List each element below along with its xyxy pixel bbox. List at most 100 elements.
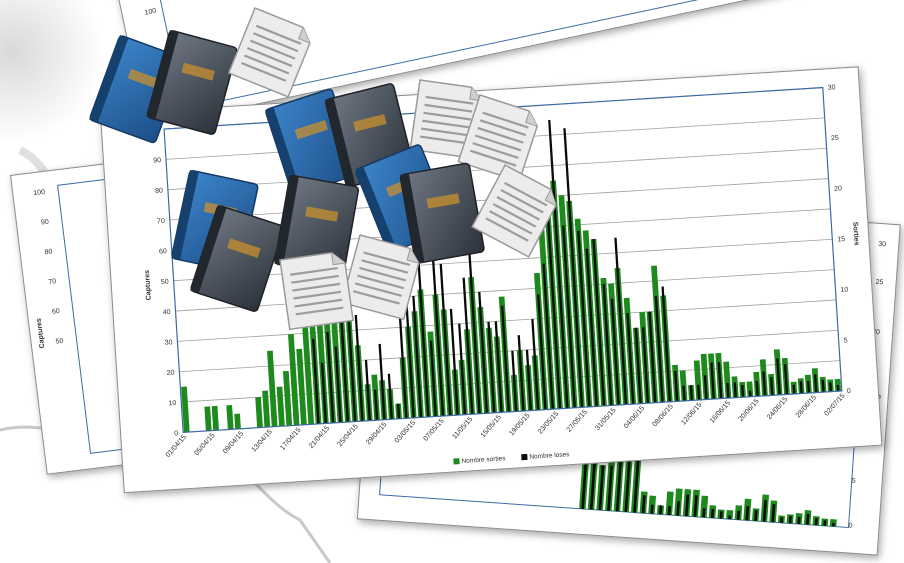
- main-chart: 0 10 20 30 40 50 60 70 80 90 100 0 5 10 15 20 25 30 01/04/…: [144, 84, 860, 465]
- bar-loses: [602, 284, 613, 406]
- bar-loses: [682, 385, 686, 401]
- legend-label-loses: Nombre loses: [529, 451, 570, 461]
- bar-loses: [467, 246, 481, 414]
- bar-sorties: [262, 390, 271, 428]
- back-left-tick-70: 70: [48, 278, 57, 286]
- bar-loses: [339, 300, 349, 423]
- back-bar-loses: [641, 495, 646, 514]
- x-tick-label: 24/06/15: [766, 396, 789, 421]
- bar-sorties: [693, 360, 702, 401]
- back-bar-loses: [624, 448, 632, 513]
- back-right-tick-30: 30: [878, 241, 886, 249]
- bars: [181, 119, 842, 433]
- x-tick-label: 16/06/15: [709, 400, 732, 425]
- back-bar-loses: [736, 510, 741, 520]
- back-bar-loses: [762, 499, 767, 522]
- y-right-tick-label: 15: [837, 236, 845, 243]
- back-bar-loses: [598, 465, 605, 511]
- y-left-tick-label: 70: [157, 218, 165, 225]
- legend-label-sorties: Nombre sorties: [461, 455, 506, 465]
- gridline: [167, 147, 827, 191]
- x-tick-label: 11/05/15: [451, 416, 474, 441]
- bar-sorties: [234, 413, 241, 430]
- bar-loses: [626, 312, 635, 405]
- y-left-tick-label: 0: [174, 430, 178, 437]
- bar-loses: [494, 321, 503, 413]
- bar-loses: [813, 374, 818, 393]
- bar-sorties: [834, 378, 842, 392]
- bar-loses: [429, 340, 437, 417]
- bar-loses: [807, 380, 811, 394]
- bar-loses: [326, 331, 335, 424]
- back-bar-loses: [754, 510, 758, 522]
- bar-loses: [396, 403, 401, 419]
- bar-sorties: [255, 397, 263, 428]
- gridline: [181, 360, 840, 403]
- bar-loses: [697, 384, 701, 401]
- bar-loses: [674, 370, 679, 402]
- x-tick-label: 31/05/15: [594, 407, 617, 432]
- bar-loses: [799, 381, 803, 394]
- bar-loses: [462, 277, 474, 415]
- bar-loses: [312, 338, 320, 424]
- back-bar-loses: [693, 495, 698, 517]
- x-tick-label: 13/04/15: [251, 428, 274, 453]
- y-right-tick-label: 25: [831, 135, 839, 142]
- y-right-tick-label: 20: [834, 185, 842, 192]
- bar-loses: [703, 375, 708, 400]
- bar-loses: [641, 327, 650, 404]
- legend-swatch-sorties: [453, 458, 460, 465]
- x-tick-label: 02/07/15: [823, 392, 846, 417]
- legend-swatch-loses: [521, 453, 528, 461]
- bar-loses: [354, 314, 364, 422]
- bar-sorties: [204, 406, 212, 431]
- bar-loses: [412, 296, 423, 418]
- y-left-tick-label: 90: [153, 157, 161, 164]
- back-bar-loses: [702, 508, 706, 518]
- back-bar-sorties: [726, 509, 734, 520]
- bar-loses: [741, 384, 745, 398]
- back-bar-loses: [788, 516, 792, 524]
- back-tick-100: 100: [144, 8, 157, 17]
- back-bar-loses: [650, 504, 654, 514]
- gridline: [179, 329, 839, 373]
- gridline: [173, 238, 833, 282]
- bar-loses: [614, 237, 628, 405]
- bar-loses: [770, 377, 774, 396]
- bar-sorties: [226, 404, 234, 430]
- back-bar-loses: [589, 455, 597, 510]
- main-chart-sheet: 0 10 20 30 40 50 60 70 80 90 100 0 5 10 15 20 25 30 01/04/…: [100, 66, 883, 494]
- bar-loses: [487, 321, 496, 413]
- bar-loses: [320, 362, 328, 424]
- back-bar-loses: [797, 516, 801, 525]
- bar-loses: [542, 263, 554, 410]
- y-axis-left-title: Captures: [144, 270, 153, 301]
- bar-loses: [792, 384, 796, 395]
- back-bar-loses: [814, 517, 818, 526]
- x-tick-label: 25/04/15: [337, 423, 360, 448]
- bar-loses: [762, 371, 767, 396]
- bar-loses: [431, 258, 445, 417]
- x-tick-label: 20/06/15: [737, 398, 760, 423]
- y-left-tick-label: 80: [155, 187, 163, 194]
- bar-loses: [501, 305, 510, 412]
- bar-loses: [439, 263, 452, 416]
- back-bar-loses: [676, 501, 680, 516]
- back-right-tick-25: 25: [875, 279, 883, 287]
- x-tick-label: 05/04/15: [193, 432, 216, 457]
- x-tick-label: 29/04/15: [365, 421, 388, 446]
- back-bar-sorties: [665, 491, 674, 516]
- x-tick-label: 21/04/15: [308, 425, 331, 450]
- x-tick-label: 12/06/15: [680, 401, 703, 426]
- bar-loses: [710, 362, 715, 400]
- back-bar-loses: [615, 457, 623, 512]
- back-bar-loses: [823, 520, 827, 526]
- back-bar-loses: [659, 505, 663, 515]
- bar-loses: [449, 308, 459, 416]
- bar-loses: [733, 382, 737, 398]
- gridline: [165, 117, 825, 160]
- bar-sorties: [723, 361, 732, 399]
- x-tick-label: 23/05/15: [537, 410, 560, 435]
- back-bar-loses: [710, 508, 715, 519]
- y-left-tick-label: 20: [166, 370, 174, 377]
